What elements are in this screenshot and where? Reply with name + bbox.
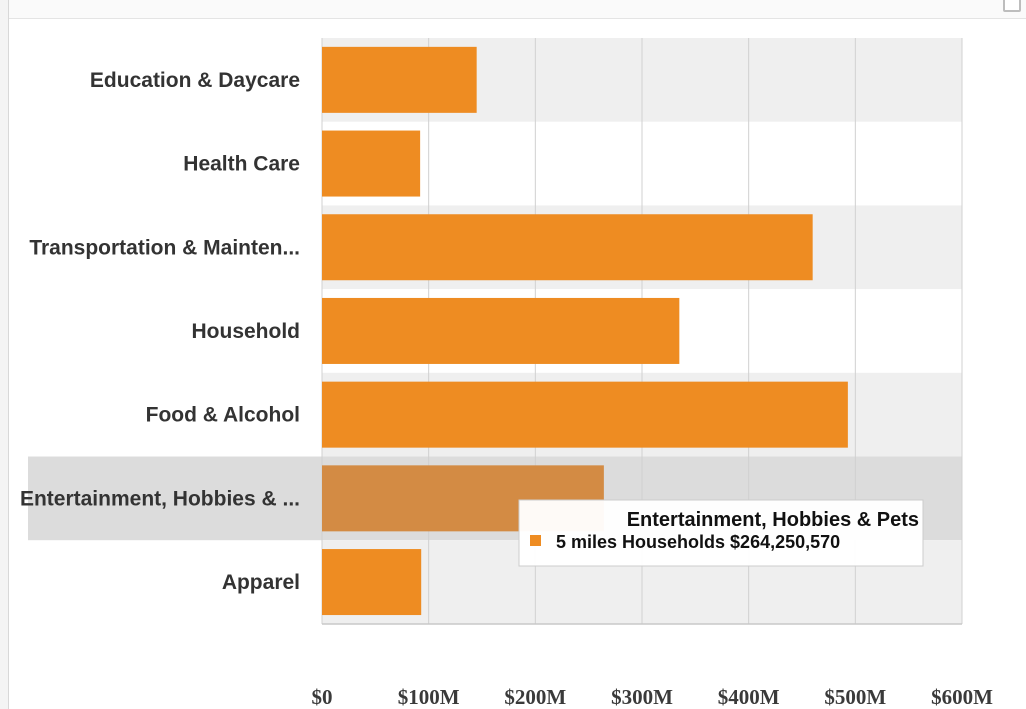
tooltip-title: Entertainment, Hobbies & Pets xyxy=(627,509,919,531)
tooltip-swatch xyxy=(530,535,541,546)
tooltip: Entertainment, Hobbies & Pets 5 miles Ho… xyxy=(518,499,924,567)
x-tick-label: $200M xyxy=(504,685,566,709)
category-labels: Education & Daycare Health Care Transporta… xyxy=(20,69,300,594)
x-tick-label: $600M xyxy=(931,685,993,709)
x-axis-ticks: $0 $100M $200M $300M $400M $500M $600M xyxy=(312,685,994,709)
x-tick-label: $300M xyxy=(611,685,673,709)
category-label: Food & Alcohol xyxy=(146,404,300,427)
bar xyxy=(322,130,421,197)
tooltip-box xyxy=(518,499,924,567)
bar xyxy=(322,381,848,448)
category-label: Education & Daycare xyxy=(90,69,300,92)
panel-header xyxy=(9,0,1026,19)
x-tick-label: $400M xyxy=(718,685,780,709)
x-tick-label: $0 xyxy=(312,685,333,709)
category-label: Apparel xyxy=(222,571,300,594)
category-label: Household xyxy=(192,320,301,343)
category-label: Entertainment, Hobbies & ... xyxy=(20,487,300,510)
bars xyxy=(322,46,848,616)
bar xyxy=(322,549,422,616)
bar xyxy=(322,46,477,113)
tooltip-value: 5 miles Households $264,250,570 xyxy=(556,532,840,552)
category-label: Transportation & Mainten... xyxy=(29,236,300,259)
bar xyxy=(322,214,813,281)
expand-icon[interactable] xyxy=(1003,0,1021,12)
x-tick-label: $500M xyxy=(824,685,886,709)
x-tick-label: $100M xyxy=(398,685,460,709)
bar xyxy=(322,297,680,364)
category-label: Health Care xyxy=(183,153,300,176)
